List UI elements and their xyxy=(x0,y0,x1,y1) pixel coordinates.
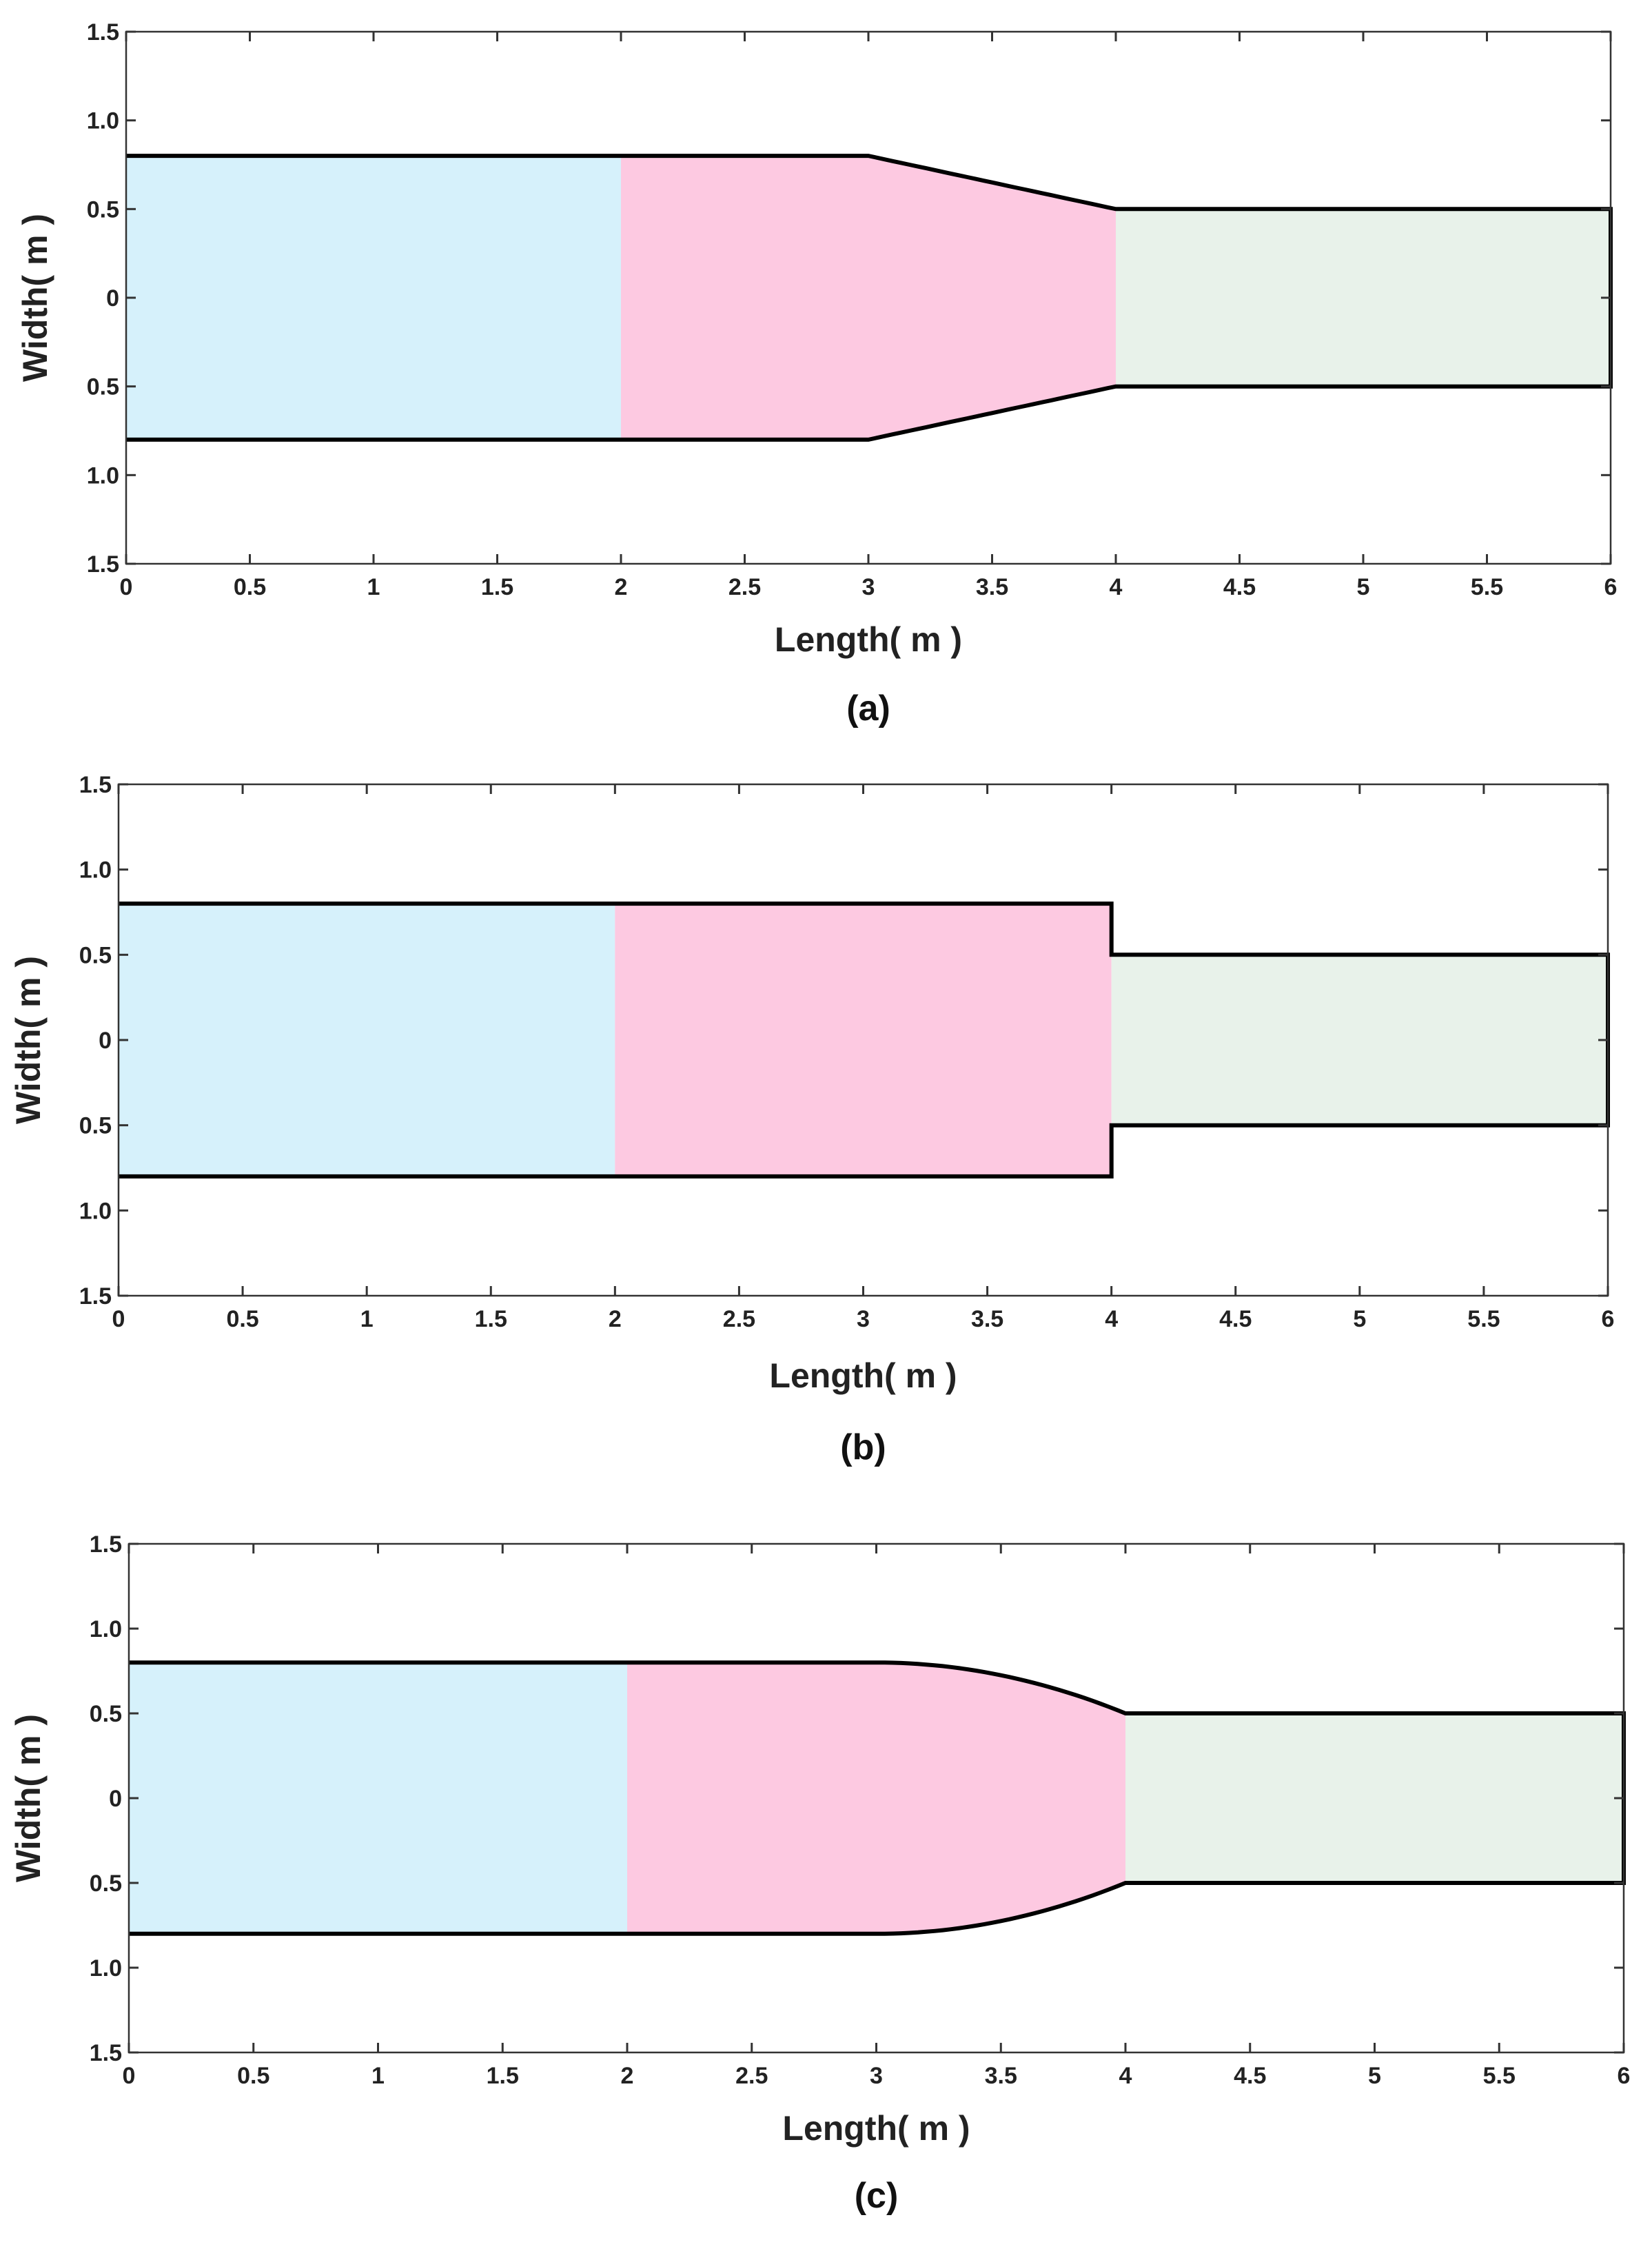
x-tick-label: 2.5 xyxy=(723,1306,755,1332)
x-tick-label: 1 xyxy=(371,2063,385,2089)
x-tick-label: 5 xyxy=(1357,574,1370,600)
x-tick-label: 1.5 xyxy=(475,1306,507,1332)
y-tick-label: 1.5 xyxy=(79,1283,112,1309)
x-tick-label: 2 xyxy=(621,2063,634,2089)
x-tick-label: 1 xyxy=(367,574,380,600)
region-3 xyxy=(1125,1713,1624,1883)
y-tick-label: 0.5 xyxy=(79,1113,112,1139)
x-tick-label: 3 xyxy=(862,574,875,600)
x-axis-label: Length( m ) xyxy=(769,1356,957,1395)
y-tick-label: 1.0 xyxy=(90,1955,122,1981)
chart-panel-2: 0 0.5 1 1.5 2 2.5 3 3.5 4 4.5 5 5.5 6 1.5 1.0 0.5 0 0.5 1.… xyxy=(9,772,1614,1467)
x-tick-label: 6 xyxy=(1618,2063,1631,2089)
x-tick-label: 2 xyxy=(615,574,628,600)
y-axis-label: Width( m ) xyxy=(16,214,54,382)
x-tick-label: 0 xyxy=(112,1306,125,1332)
region-2 xyxy=(627,1662,1125,1934)
x-tick-label: 6 xyxy=(1602,1306,1615,1332)
x-tick-label: 2.5 xyxy=(735,2063,768,2089)
x-tick-label: 3.5 xyxy=(985,2063,1017,2089)
y-tick-label: 0.5 xyxy=(79,942,112,968)
x-tick-label: 5.5 xyxy=(1467,1306,1500,1332)
x-tick-label: 3 xyxy=(857,1306,870,1332)
y-tick-label: 0 xyxy=(109,1786,122,1812)
region-1 xyxy=(119,904,615,1176)
x-tick-label: 5 xyxy=(1353,1306,1366,1332)
x-tick-label: 3.5 xyxy=(971,1306,1003,1332)
y-tick-label: 1.5 xyxy=(90,1531,122,1558)
y-tick-label: 1.5 xyxy=(79,772,112,798)
region-1 xyxy=(126,156,621,440)
y-tick-label: 1.0 xyxy=(87,462,119,489)
x-tick-label: 2 xyxy=(609,1306,622,1332)
y-tick-label: 0 xyxy=(99,1028,112,1054)
x-tick-label: 4.5 xyxy=(1223,574,1256,600)
y-tick-label: 1.5 xyxy=(90,2040,122,2066)
panel-label: (c) xyxy=(855,2176,899,2216)
x-tick-label: 5 xyxy=(1368,2063,1381,2089)
y-axis-label: Width( m ) xyxy=(9,956,48,1124)
region-1 xyxy=(129,1662,627,1934)
panel-label: (b) xyxy=(840,1427,886,1467)
x-tick-label: 4.5 xyxy=(1234,2063,1266,2089)
region-3 xyxy=(1111,955,1608,1125)
y-tick-label: 1.5 xyxy=(87,19,119,45)
x-tick-label: 0 xyxy=(123,2063,136,2089)
x-tick-label: 0 xyxy=(120,574,133,600)
x-tick-label: 1 xyxy=(360,1306,374,1332)
x-tick-label: 1.5 xyxy=(481,574,513,600)
y-tick-label: 0.5 xyxy=(90,1871,122,1897)
x-tick-label: 4.5 xyxy=(1219,1306,1252,1332)
x-tick-label: 3.5 xyxy=(976,574,1008,600)
x-tick-label: 0.5 xyxy=(226,1306,258,1332)
x-tick-label: 6 xyxy=(1604,574,1618,600)
y-tick-label: 1.0 xyxy=(87,108,119,134)
y-tick-label: 1.0 xyxy=(79,1198,112,1224)
region-2 xyxy=(615,904,1112,1176)
region-3 xyxy=(1116,209,1611,387)
x-tick-label: 4 xyxy=(1105,1306,1118,1332)
x-tick-label: 2.5 xyxy=(728,574,761,600)
y-tick-label: 1.0 xyxy=(90,1616,122,1642)
y-axis-label: Width( m ) xyxy=(9,1714,48,1882)
x-tick-label: 1.5 xyxy=(487,2063,519,2089)
y-tick-label: 0 xyxy=(106,285,119,312)
y-tick-label: 0.5 xyxy=(87,374,119,400)
x-tick-label: 5.5 xyxy=(1483,2063,1516,2089)
y-tick-label: 1.0 xyxy=(79,857,112,884)
chart-panel-1: 0 0.5 1 1.5 2 2.5 3 3.5 4 4.5 5 5.5 6 1.5 1.0 0.5 0 0.5 1.… xyxy=(16,19,1617,728)
x-axis-label: Length( m ) xyxy=(782,2109,970,2148)
x-axis-label: Length( m ) xyxy=(775,620,962,659)
region-2 xyxy=(621,156,1116,440)
panel-label: (a) xyxy=(846,689,890,728)
x-tick-label: 4 xyxy=(1110,574,1123,600)
x-tick-label: 5.5 xyxy=(1471,574,1503,600)
x-tick-label: 4 xyxy=(1119,2063,1132,2089)
y-tick-label: 1.5 xyxy=(87,551,119,578)
x-tick-label: 3 xyxy=(870,2063,883,2089)
y-tick-label: 0.5 xyxy=(90,1701,122,1727)
y-tick-label: 0.5 xyxy=(87,196,119,223)
x-tick-label: 0.5 xyxy=(237,2063,269,2089)
x-tick-label: 0.5 xyxy=(234,574,266,600)
chart-panel-3: 0 0.5 1 1.5 2 2.5 3 3.5 4 4.5 5 5.5 6 1.5 1.0 0.5 0 0.5 1.… xyxy=(9,1531,1630,2216)
